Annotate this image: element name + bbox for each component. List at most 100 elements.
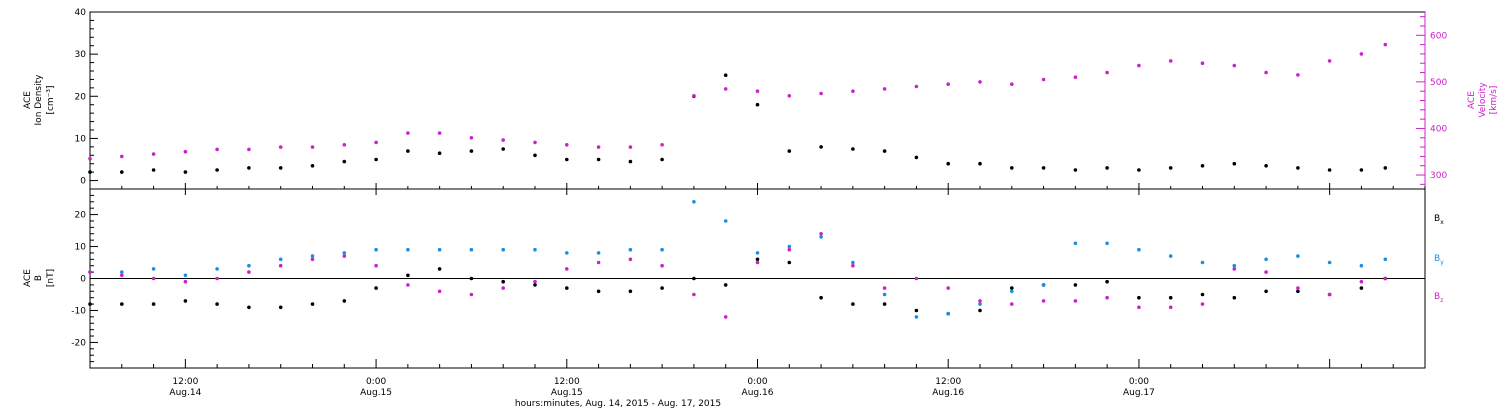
bx-point (596, 289, 601, 294)
ion-density-point (914, 155, 919, 160)
velocity-point (723, 87, 728, 91)
bz-point (1168, 305, 1173, 310)
bz-point (215, 276, 219, 281)
by-point (1383, 257, 1388, 262)
bz-point (628, 257, 633, 262)
ion-density-point (1010, 166, 1014, 170)
bx-point (628, 289, 633, 294)
velocity-point (565, 143, 569, 147)
by-point (120, 270, 124, 274)
bx-point (978, 308, 982, 313)
velocity-point (819, 91, 823, 96)
bx-point (1264, 289, 1268, 294)
bz-point (565, 267, 569, 271)
bz-point (755, 260, 760, 265)
ion-density-point (1383, 166, 1388, 170)
density-axis-label-line1: ACE (23, 91, 33, 109)
x-tick-date-label: Aug.15 (360, 388, 392, 398)
bz-point (1232, 267, 1237, 271)
bz-point (437, 289, 442, 294)
bz-series (88, 232, 1388, 319)
b-tick-label: 0 (80, 275, 86, 285)
bz-point (1137, 305, 1141, 310)
by-point (437, 247, 442, 252)
bz-point (88, 270, 92, 274)
velocity-point (1073, 75, 1078, 79)
bx-point (533, 283, 537, 287)
velocity-tick-label: 500 (1430, 78, 1447, 88)
by-point (914, 315, 919, 319)
by-point (374, 247, 378, 252)
bx-point (1296, 289, 1300, 294)
velocity-point (1041, 77, 1046, 82)
ion-density-point (374, 157, 378, 162)
x-tick-date-label: Aug.16 (742, 388, 774, 398)
velocity-point (787, 94, 792, 98)
bz-point (1105, 295, 1109, 300)
by-point (501, 247, 506, 252)
x-tick-time-label: 12:00 (554, 377, 580, 387)
bx-point (787, 260, 792, 265)
bx-point (660, 286, 664, 290)
by-point (596, 251, 601, 255)
velocity-point (88, 156, 92, 161)
by-point (1200, 260, 1205, 265)
legend-by-label: B (1434, 254, 1440, 264)
bx-point (437, 267, 442, 271)
by-point (1327, 260, 1332, 265)
bz-point (1073, 299, 1078, 303)
legend-bx-label: B (1434, 214, 1440, 224)
bz-point (1010, 302, 1014, 306)
ion-density-point (215, 168, 219, 172)
bz-point (946, 286, 950, 290)
by-point (310, 254, 315, 258)
velocity-point (437, 131, 442, 135)
velocity-point (247, 147, 251, 152)
bx-point (501, 279, 506, 284)
ion-density-point (1073, 168, 1078, 172)
bz-point (151, 276, 156, 281)
bz-point (469, 292, 474, 297)
ion-density-point (851, 147, 855, 151)
b-tick-label: -20 (71, 338, 86, 348)
b-tick-label: -10 (71, 306, 86, 316)
velocity-point (406, 131, 410, 135)
x-tick-time-label: 0:00 (1129, 377, 1149, 387)
by-point (628, 247, 633, 252)
bz-point (1200, 302, 1205, 306)
legend-bx-sub: x (1440, 219, 1444, 226)
bx-point (1137, 295, 1141, 300)
bx-point (1359, 286, 1364, 290)
bz-point (1327, 292, 1332, 297)
by-point (1264, 257, 1268, 262)
axis-ticks-layer (89, 11, 1426, 368)
bz-point (978, 299, 982, 303)
bx-point (278, 305, 283, 310)
velocity-point (692, 94, 696, 98)
velocity-point (914, 84, 919, 89)
bx-point (374, 286, 378, 290)
bx-point (882, 302, 887, 306)
bz-point (501, 286, 506, 290)
by-point (946, 311, 950, 316)
axis-labels-layer: 010203040300400500600-20-100102012:00Aug… (71, 8, 1447, 398)
velocity-point (215, 147, 219, 152)
bz-point (851, 263, 855, 268)
bx-point (247, 305, 251, 310)
bx-point (1010, 286, 1014, 290)
bx-series (88, 257, 1388, 316)
bz-point (533, 279, 537, 284)
by-point (787, 244, 792, 249)
by-point (1041, 283, 1046, 287)
ion-density-point (565, 157, 569, 162)
x-tick-time-label: 0:00 (747, 377, 767, 387)
legend-by: By (1434, 254, 1444, 266)
bx-point (565, 286, 569, 290)
ion-density-point (1168, 166, 1173, 170)
bz-point (1264, 270, 1268, 274)
velocity-tick-label: 300 (1430, 171, 1447, 181)
ion-density-point (151, 168, 156, 172)
ion-density-point (120, 170, 124, 174)
